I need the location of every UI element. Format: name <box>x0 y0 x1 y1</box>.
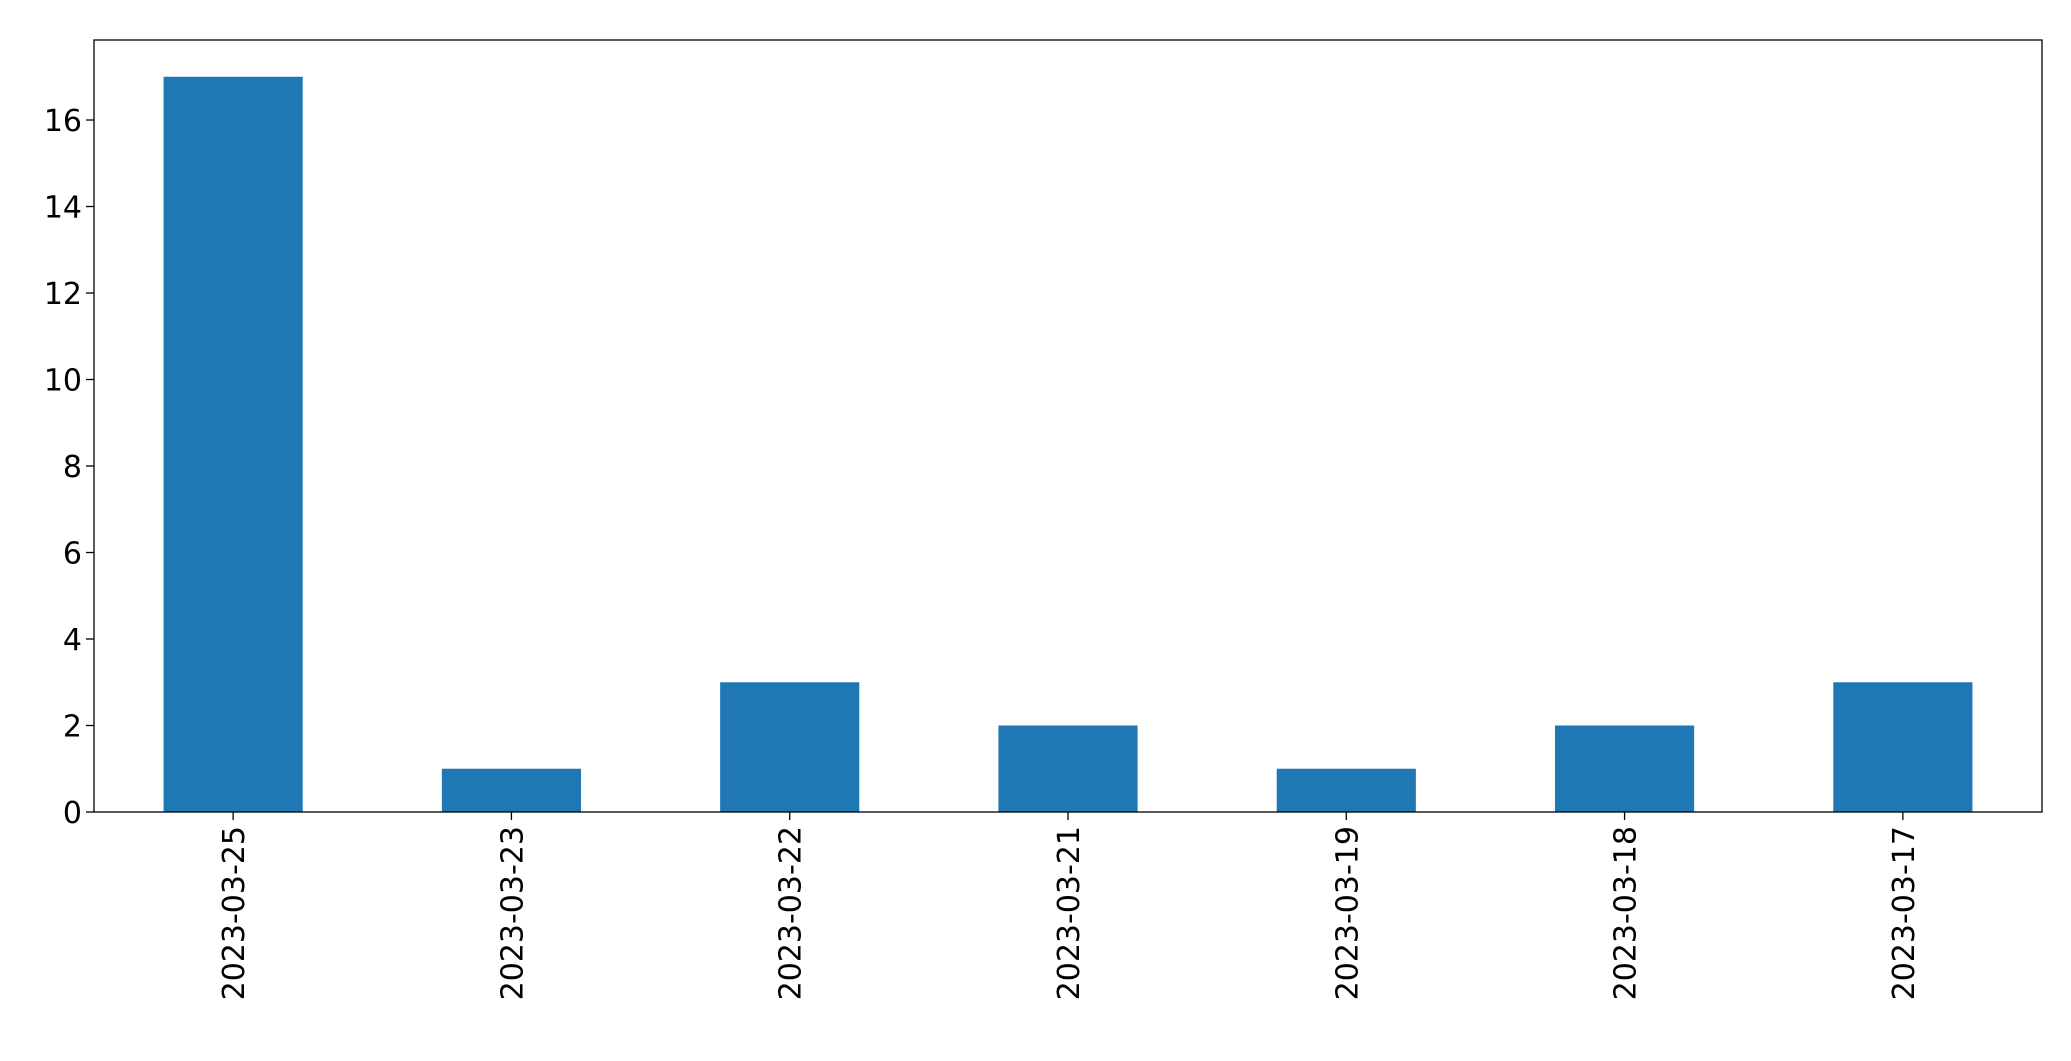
x-tick-label: 2023-03-25 <box>217 826 252 1000</box>
bar <box>1833 682 1973 812</box>
y-tick-label: 12 <box>44 277 82 312</box>
x-tick-label: 2023-03-21 <box>1052 826 1087 1000</box>
y-tick-label: 4 <box>63 623 82 658</box>
y-tick-label: 0 <box>63 796 82 831</box>
bar <box>1555 725 1695 812</box>
x-tick-label: 2023-03-18 <box>1609 826 1644 1000</box>
bar <box>998 725 1138 812</box>
y-tick-label: 8 <box>63 450 82 485</box>
bar <box>1276 768 1416 812</box>
x-tick-label: 2023-03-17 <box>1887 826 1922 1000</box>
bar <box>441 768 581 812</box>
x-tick-label: 2023-03-19 <box>1330 826 1365 1000</box>
y-tick-label: 6 <box>63 537 82 572</box>
y-tick-label: 16 <box>44 104 82 139</box>
plot-frame <box>93 39 2043 813</box>
y-tick-label: 14 <box>44 191 82 226</box>
bar <box>163 76 303 812</box>
x-tick-label: 2023-03-23 <box>495 826 530 1000</box>
y-tick-label: 2 <box>63 710 82 745</box>
x-tick-label: 2023-03-22 <box>774 826 809 1000</box>
bar <box>720 682 860 812</box>
y-tick-label: 10 <box>44 364 82 399</box>
